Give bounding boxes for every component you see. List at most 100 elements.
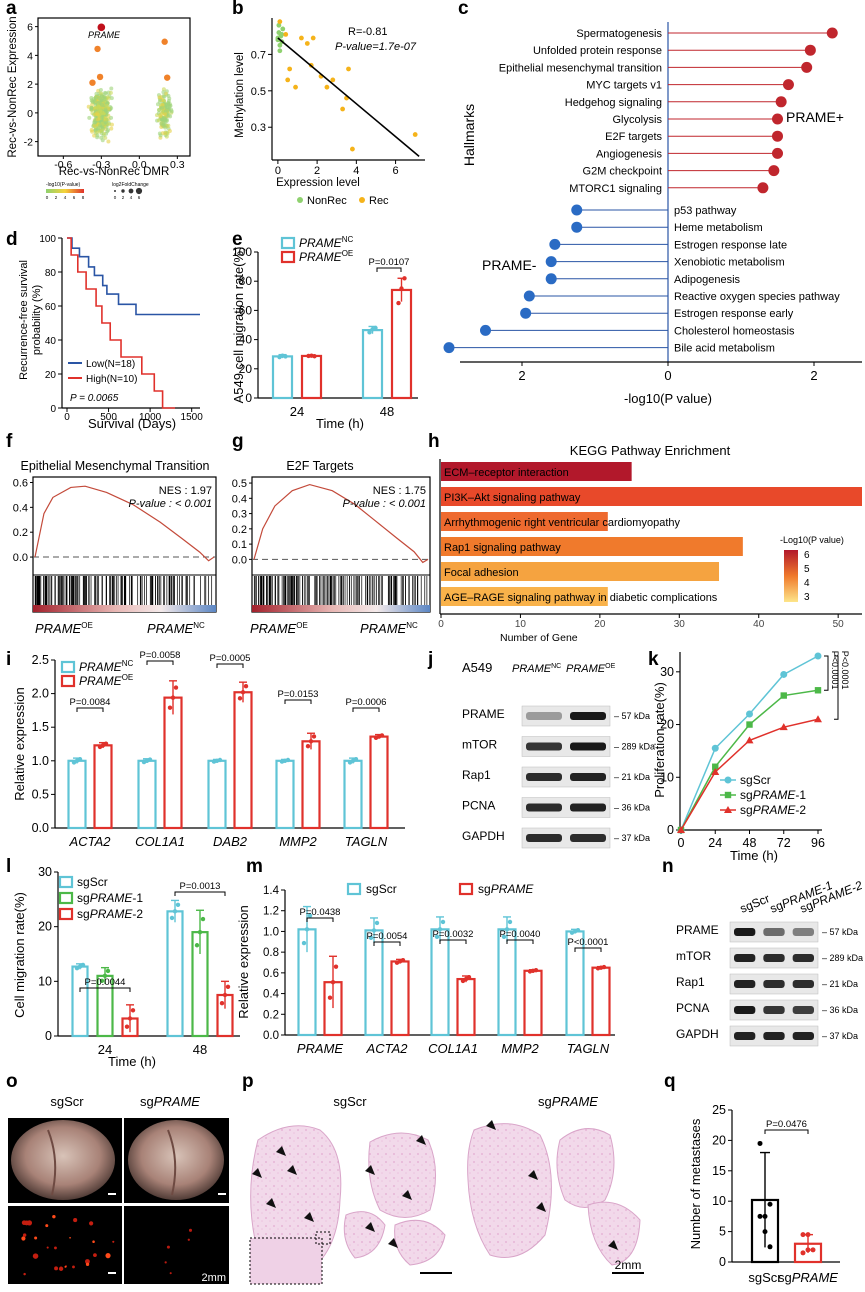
panel-a-point	[163, 112, 168, 117]
panel-a-legend-size-tick: 4	[130, 195, 133, 200]
panel-m-bar	[430, 928, 450, 1037]
panel-q-point	[757, 1213, 763, 1219]
panel-b-p-value: P-value=1.7e-07	[335, 41, 417, 53]
panel-d-xtick-label: 500	[100, 412, 117, 423]
panel-d-survival: 0 500 1000 1500 100 80 60 40 20 0 Low(N=18) High(…	[18, 234, 203, 431]
panel-a-point	[100, 138, 105, 143]
panel-b-points	[275, 19, 418, 152]
panel-i-point	[285, 757, 291, 763]
panel-m-point	[507, 919, 513, 925]
panel-a-point	[98, 88, 103, 93]
panel-e-bars: 24 48 P=0.0107	[271, 257, 413, 419]
panel-p-histology: sgScr sgPRAME 2mm	[249, 1094, 644, 1285]
panel-m-ytick-label: 1.0	[263, 926, 279, 938]
panel-p-inset	[249, 1237, 323, 1285]
panel-i-point	[217, 757, 223, 763]
panel-e-point	[312, 354, 317, 359]
panel-c-dot	[826, 27, 838, 39]
panel-o-spot	[187, 1238, 190, 1241]
panel-b-point	[299, 35, 304, 41]
panel-g-right-label: PRAMENC	[360, 621, 418, 636]
panel-d-ytick-label: 0	[50, 404, 56, 415]
panel-c-term: Glycolysis	[612, 114, 662, 126]
panel-i-point	[173, 685, 179, 690]
panel-h-xtick-label: 10	[515, 619, 527, 630]
panel-i-point	[243, 684, 249, 689]
panel-c-term: Spermatogenesis	[576, 28, 662, 40]
panel-j-membrane	[521, 827, 611, 849]
panel-h-bar-label: Focal adhesion	[444, 567, 519, 579]
panel-m-point	[368, 935, 374, 941]
panel-l-legend-label: sgPRAME-2	[77, 907, 143, 921]
panel-p-arrowhead	[287, 1165, 297, 1175]
panel-c-term: E2F targets	[605, 131, 662, 143]
panel-l-point	[102, 973, 108, 979]
panel-k-marker	[745, 736, 754, 744]
panel-l-bars: 24 48 P=0.0044 P=0.0013	[71, 881, 234, 1057]
panel-p-lobe-scr-3	[343, 1211, 386, 1259]
panel-i-bar	[369, 735, 389, 830]
panel-a-point	[92, 120, 97, 125]
panel-b-point	[277, 42, 283, 48]
panel-a-legend-color-bar	[46, 189, 84, 193]
panel-a-legend-size-dot	[114, 190, 116, 192]
panel-g-ytick-label: 0.4	[232, 493, 247, 505]
panel-l-point	[124, 1024, 130, 1029]
panel-a-legend-color-title: -log10(P-value)	[46, 182, 81, 188]
panel-l-ylabel: Cell migration rate(%)	[12, 892, 27, 1018]
panel-i-point	[240, 690, 246, 695]
panel-m-ytick-label: 0.8	[263, 947, 279, 959]
panel-i-category: ACTA2	[69, 834, 112, 849]
panel-k-lines: P<0.0001 P<0.0001	[677, 651, 850, 834]
panel-o-spot	[72, 1265, 75, 1269]
panel-a-point	[100, 102, 105, 107]
panel-d-pvalue: P = 0.0065	[70, 393, 119, 404]
panel-j-membrane	[521, 736, 611, 757]
panel-f-nes: NES : 1.97	[159, 485, 212, 497]
panel-n-kda: – 57 kDa	[822, 927, 858, 937]
panel-e-bar	[300, 354, 323, 400]
panel-i-legend-swatch	[60, 674, 76, 688]
panel-n-band	[734, 1006, 756, 1014]
panel-p-lobe-prame-3	[587, 1201, 641, 1266]
panel-q-ticks: 25 20 15 10 5 0	[712, 1103, 732, 1269]
panel-c-dot	[571, 221, 583, 233]
panel-o-spot	[32, 1253, 39, 1259]
panel-k-ylabel: Proliferation rate(%)	[652, 682, 667, 798]
panel-l-bar	[166, 910, 184, 1038]
panel-p-arrowhead	[252, 1168, 262, 1178]
panel-m-category: COL1A1	[428, 1041, 478, 1056]
panel-q-pvalue: P=0.0476	[766, 1119, 807, 1130]
panel-a-point	[161, 94, 166, 99]
panel-m-ytick-label: 0.6	[263, 968, 279, 980]
panel-b-point	[287, 66, 293, 72]
panel-k-legend-marker	[724, 806, 732, 813]
panel-f-title: Epithelial Mesenchymal Transition	[21, 459, 210, 473]
panel-i-category: DAB2	[213, 834, 248, 849]
panel-q-point	[805, 1247, 811, 1253]
panel-o-spot	[34, 1236, 38, 1240]
panel-c-term: Bile acid metabolism	[674, 343, 775, 355]
panel-h-bar-label: PI3K–Akt signaling pathway	[444, 492, 581, 504]
panel-m-point	[533, 967, 539, 973]
panel-m-point	[601, 964, 607, 970]
panel-d-legend-low: Low(N=18)	[86, 359, 135, 370]
panel-e-point	[373, 325, 378, 331]
panel-a-point	[97, 129, 102, 134]
panel-k-marker	[780, 670, 788, 678]
panel-h-bar-label: AGE–RAGE signaling pathway in diabetic c…	[444, 592, 718, 604]
panel-d-xtick-label: 1500	[181, 412, 204, 423]
panel-m-category: MMP2	[501, 1041, 539, 1056]
panel-c-dot	[443, 342, 455, 354]
panel-f-ytick-label: 0.6	[13, 477, 28, 489]
panel-p-arrowhead	[528, 1170, 538, 1180]
panel-e-bracket	[376, 267, 402, 272]
panel-g-nes: NES : 1.75	[373, 485, 426, 497]
panel-q-point	[767, 1244, 773, 1250]
panel-k-marker	[780, 692, 787, 699]
panel-c-term: Angiogenesis	[596, 148, 663, 160]
panel-c-dot	[549, 238, 561, 250]
